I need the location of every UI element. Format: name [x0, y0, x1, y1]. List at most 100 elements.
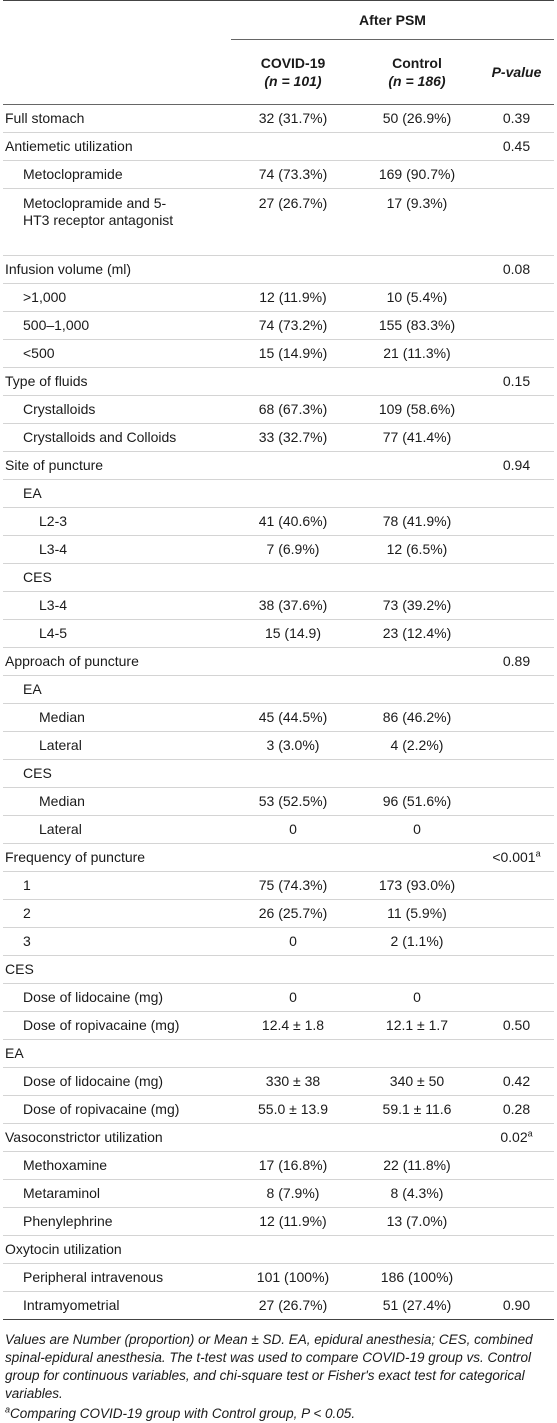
table-row: >1,000 12 (11.9%) 10 (5.4%) — [3, 283, 554, 312]
table-row: Metaraminol 8 (7.9%) 8 (4.3%) — [3, 1179, 554, 1208]
p-value: 0.39 — [479, 104, 554, 133]
covid-value — [231, 451, 355, 480]
covid-value: 41 (40.6%) — [231, 507, 355, 536]
covid-value: 8 (7.9%) — [231, 1179, 355, 1208]
p-value — [479, 311, 554, 340]
control-value: 0 — [355, 983, 479, 1012]
control-value — [355, 479, 479, 508]
table-row: Metoclopramide 74 (73.3%) 169 (90.7%) — [3, 160, 554, 189]
control-value: 173 (93.0%) — [355, 871, 479, 900]
control-value: 4 (2.2%) — [355, 731, 479, 760]
covid-value — [231, 255, 355, 284]
p-value: 0.89 — [479, 647, 554, 676]
table-body: Full stomach 32 (31.7%) 50 (26.9%) 0.39 Anti… — [3, 104, 554, 1320]
control-value: 11 (5.9%) — [355, 899, 479, 928]
table-row: Frequency of puncture <0.001a — [3, 843, 554, 872]
p-value: <0.001a — [479, 843, 554, 872]
control-value — [355, 1235, 479, 1264]
covid-value — [231, 132, 355, 161]
covid-value — [231, 675, 355, 704]
covid-value: 74 (73.3%) — [231, 160, 355, 189]
row-label: Peripheral intravenous — [3, 1263, 231, 1292]
p-value-text: 0.42 — [502, 1073, 531, 1089]
covid-value: 0 — [231, 927, 355, 956]
p-value — [479, 423, 554, 452]
p-value-footnote-marker: a — [535, 848, 541, 859]
p-value — [479, 815, 554, 844]
row-label: CES — [3, 955, 231, 984]
p-value-text: 0.45 — [502, 138, 531, 154]
control-column-header: Control (n = 186) — [355, 39, 479, 105]
p-value — [479, 1263, 554, 1292]
control-value: 59.1 ± 11.6 — [355, 1095, 479, 1124]
table-row: Infusion volume (ml) 0.08 — [3, 255, 554, 284]
p-value-text: 0.08 — [502, 261, 531, 277]
covid-value: 68 (67.3%) — [231, 395, 355, 424]
covid-value: 17 (16.8%) — [231, 1151, 355, 1180]
row-label: Crystalloids — [3, 395, 231, 424]
covid-column-header: COVID-19 (n = 101) — [231, 39, 355, 105]
footnote-a: aComparing COVID-19 group with Control g… — [5, 1405, 550, 1423]
p-value — [479, 395, 554, 424]
p-value-column-header: P-value — [479, 39, 554, 105]
p-value — [479, 591, 554, 620]
row-label: L3-4 — [3, 535, 231, 564]
covid-value: 74 (73.2%) — [231, 311, 355, 340]
p-value — [479, 339, 554, 368]
results-table: After PSM COVID-19 (n = 101) Control (n … — [3, 0, 554, 1320]
p-value — [479, 759, 554, 788]
row-label: EA — [3, 479, 231, 508]
covid-value — [231, 479, 355, 508]
row-label: Dose of lidocaine (mg) — [3, 983, 231, 1012]
table-row: Full stomach 32 (31.7%) 50 (26.9%) 0.39 — [3, 104, 554, 133]
p-value — [479, 160, 554, 189]
control-value — [355, 132, 479, 161]
control-value — [355, 843, 479, 872]
covid-value — [231, 1235, 355, 1264]
row-label: L2-3 — [3, 507, 231, 536]
covid-value: 330 ± 38 — [231, 1067, 355, 1096]
control-value — [355, 367, 479, 396]
p-value-text: 0.02 — [500, 1129, 528, 1145]
table-row: L3-4 38 (37.6%) 73 (39.2%) — [3, 591, 554, 620]
row-label: <500 — [3, 339, 231, 368]
covid-column-name: COVID-19 — [260, 55, 326, 71]
table-row: 500–1,000 74 (73.2%) 155 (83.3%) — [3, 311, 554, 340]
covid-value: 15 (14.9) — [231, 619, 355, 648]
table-row: Dose of lidocaine (mg) 0 0 — [3, 983, 554, 1012]
header-columns-row: COVID-19 (n = 101) Control (n = 186) P-v… — [3, 39, 554, 105]
covid-value: 75 (74.3%) — [231, 871, 355, 900]
p-value: 0.08 — [479, 255, 554, 284]
covid-value: 12 (11.9%) — [231, 1207, 355, 1236]
row-label: L3-4 — [3, 591, 231, 620]
row-label: Site of puncture — [3, 451, 231, 480]
covid-value: 27 (26.7%) — [231, 1291, 355, 1320]
table-row: Phenylephrine 12 (11.9%) 13 (7.0%) — [3, 1207, 554, 1236]
table-row: Median 45 (44.5%) 86 (46.2%) — [3, 703, 554, 732]
control-column-n: (n = 186) — [388, 73, 446, 89]
control-value: 78 (41.9%) — [355, 507, 479, 536]
covid-value: 12 (11.9%) — [231, 283, 355, 312]
table-row: CES — [3, 563, 554, 592]
p-value — [479, 188, 554, 256]
p-value — [479, 507, 554, 536]
control-value: 0 — [355, 815, 479, 844]
control-value: 109 (58.6%) — [355, 395, 479, 424]
p-value — [479, 703, 554, 732]
control-column-name: Control — [392, 55, 442, 71]
p-value: 0.94 — [479, 451, 554, 480]
header-label-blank — [3, 39, 231, 105]
row-label: 3 — [3, 927, 231, 956]
row-label: Metoclopramide and 5-HT3 receptor antago… — [3, 188, 231, 256]
p-value — [479, 955, 554, 984]
p-value-text: 0.89 — [502, 653, 531, 669]
table-row: Dose of ropivacaine (mg) 55.0 ± 13.9 59.1 … — [3, 1095, 554, 1124]
p-value — [479, 731, 554, 760]
table-row: Approach of puncture 0.89 — [3, 647, 554, 676]
row-label: Median — [3, 703, 231, 732]
p-value — [479, 1235, 554, 1264]
row-label: Phenylephrine — [3, 1207, 231, 1236]
p-value — [479, 535, 554, 564]
covid-value: 3 (3.0%) — [231, 731, 355, 760]
row-label: Oxytocin utilization — [3, 1235, 231, 1264]
